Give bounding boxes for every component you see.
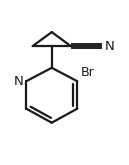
Text: Br: Br	[80, 66, 94, 79]
Text: N: N	[14, 75, 24, 88]
Text: N: N	[105, 40, 114, 53]
